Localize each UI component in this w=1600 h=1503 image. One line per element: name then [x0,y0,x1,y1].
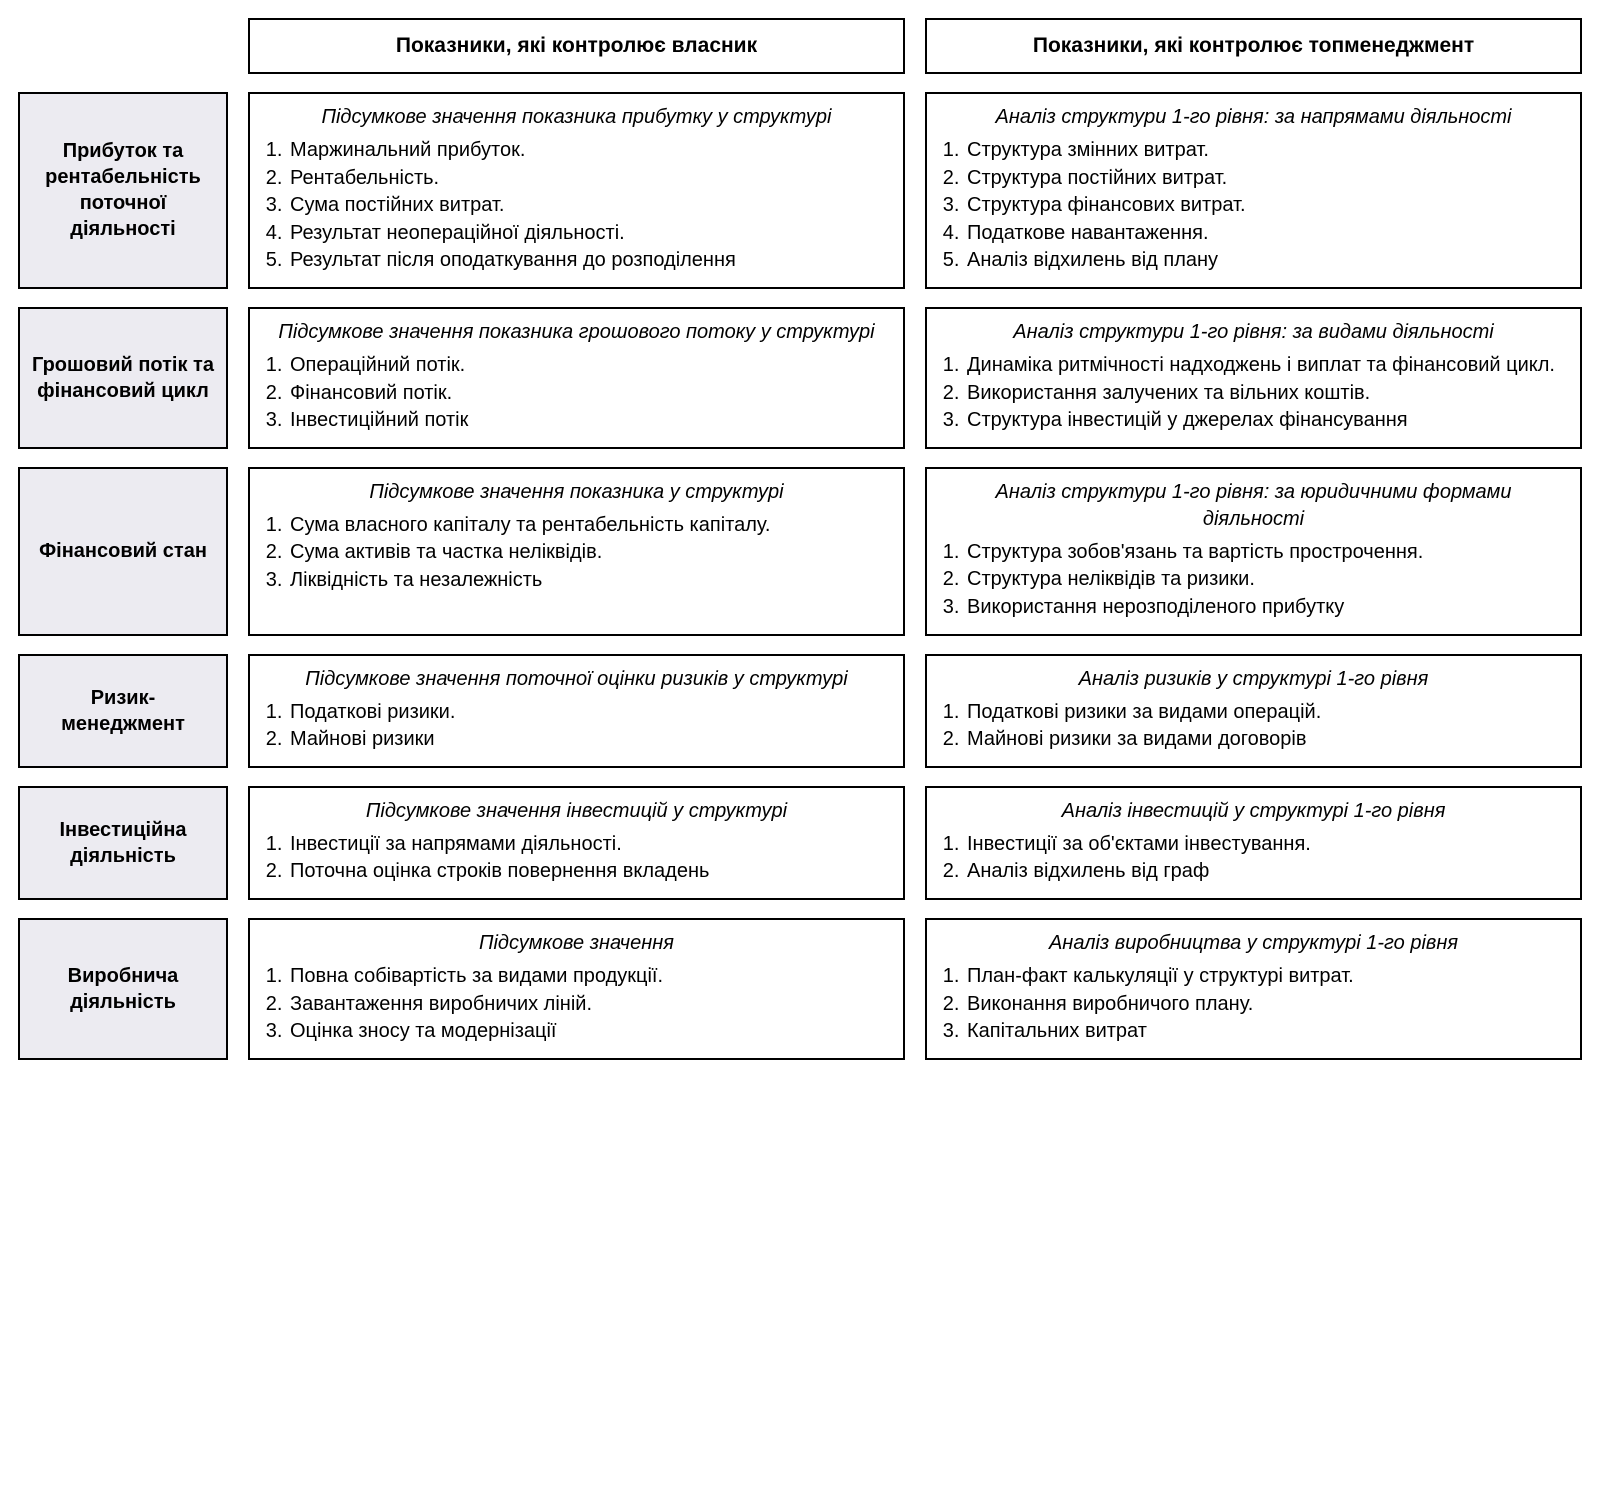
list-item: Структура змінних витрат. [965,137,1564,165]
cell-finstate-owner: Підсумкове значення показника у структур… [248,467,905,636]
subtitle-finstate-owner: Підсумкове значення показника у структур… [266,479,887,506]
list-cashflow-owner: Операційний потік.Фінансовий потік.Інвес… [266,352,887,435]
subtitle-risk-owner: Підсумкове значення поточної оцінки ризи… [266,666,887,693]
cell-cashflow-owner: Підсумкове значення показника грошового … [248,307,905,449]
col-header-topmgmt: Показники, які контролює топменеджмент [925,18,1582,74]
subtitle-finstate-topmgmt: Аналіз структури 1-го рівня: за юридични… [943,479,1564,533]
list-item: Податкові ризики за видами операцій. [965,699,1564,727]
col-header-owner: Показники, які контролює власник [248,18,905,74]
cell-profit-owner: Підсумкове значення показника прибутку у… [248,92,905,289]
list-invest-owner: Інвестиції за напрямами діяльності.Поточ… [266,831,887,886]
list-risk-owner: Податкові ризики.Майнові ризики [266,699,887,754]
list-cashflow-topmgmt: Динаміка ритмічності надходжень і виплат… [943,352,1564,435]
list-item: Динаміка ритмічності надходжень і виплат… [965,352,1564,380]
list-item: Аналіз відхилень від граф [965,858,1564,886]
subtitle-risk-topmgmt: Аналіз ризиків у структурі 1-го рівня [943,666,1564,693]
list-item: Фінансовий потік. [288,380,887,408]
row-label-invest: Інвестиційна діяльність [18,786,228,900]
list-item: Аналіз відхилень від плану [965,247,1564,275]
list-item: Сума власного капіталу та рентабельність… [288,512,887,540]
list-item: Результат неопераційної діяльності. [288,220,887,248]
list-finstate-topmgmt: Структура зобов'язань та вартість простр… [943,539,1564,622]
list-item: Поточна оцінка строків повернення вкладе… [288,858,887,886]
list-prod-topmgmt: План-факт калькуляції у структурі витрат… [943,963,1564,1046]
cell-invest-topmgmt: Аналіз інвестицій у структурі 1-го рівня… [925,786,1582,900]
list-item: Інвестиції за напрямами діяльності. [288,831,887,859]
list-item: Рентабельність. [288,165,887,193]
list-item: Використання нерозподіленого прибутку [965,594,1564,622]
subtitle-prod-owner: Підсумкове значення [266,930,887,957]
subtitle-cashflow-owner: Підсумкове значення показника грошового … [266,319,887,346]
list-item: Завантаження виробничих ліній. [288,991,887,1019]
list-item: Капітальних витрат [965,1018,1564,1046]
cell-finstate-topmgmt: Аналіз структури 1-го рівня: за юридични… [925,467,1582,636]
cell-risk-topmgmt: Аналіз ризиків у структурі 1-го рівня Под… [925,654,1582,768]
cell-profit-topmgmt: Аналіз структури 1-го рівня: за напрямам… [925,92,1582,289]
list-item: Структура зобов'язань та вартість простр… [965,539,1564,567]
list-prod-owner: Повна собівартість за видами продукції.З… [266,963,887,1046]
row-label-cashflow: Грошовий потік та фінансовий цикл [18,307,228,449]
row-label-risk: Ризик-менеджмент [18,654,228,768]
list-item: Податкове навантаження. [965,220,1564,248]
list-invest-topmgmt: Інвестиції за об'єктами інвестування.Ана… [943,831,1564,886]
indicators-grid: Показники, які контролює власник Показни… [18,18,1582,1060]
cell-prod-owner: Підсумкове значення Повна собівартість за… [248,918,905,1060]
subtitle-cashflow-topmgmt: Аналіз структури 1-го рівня: за видами д… [943,319,1564,346]
list-item: Виконання виробничого плану. [965,991,1564,1019]
list-item: Операційний потік. [288,352,887,380]
list-item: Використання залучених та вільних коштів… [965,380,1564,408]
cell-prod-topmgmt: Аналіз виробництва у структурі 1-го рівн… [925,918,1582,1060]
cell-risk-owner: Підсумкове значення поточної оцінки ризи… [248,654,905,768]
list-item: Структура неліквідів та ризики. [965,566,1564,594]
list-item: Маржинальний прибуток. [288,137,887,165]
list-item: Майнові ризики за видами договорів [965,726,1564,754]
list-profit-topmgmt: Структура змінних витрат.Структура пості… [943,137,1564,275]
list-item: Повна собівартість за видами продукції. [288,963,887,991]
list-item: Податкові ризики. [288,699,887,727]
row-label-profit: Прибуток та рентабельність поточної діял… [18,92,228,289]
list-risk-topmgmt: Податкові ризики за видами операцій.Майн… [943,699,1564,754]
list-item: Оцінка зносу та модернізації [288,1018,887,1046]
list-finstate-owner: Сума власного капіталу та рентабельність… [266,512,887,595]
list-item: Майнові ризики [288,726,887,754]
list-item: Інвестиційний потік [288,407,887,435]
list-item: Структура інвестицій у джерелах фінансув… [965,407,1564,435]
list-item: Інвестиції за об'єктами інвестування. [965,831,1564,859]
subtitle-invest-topmgmt: Аналіз інвестицій у структурі 1-го рівня [943,798,1564,825]
list-item: Структура фінансових витрат. [965,192,1564,220]
list-profit-owner: Маржинальний прибуток.Рентабельність.Сум… [266,137,887,275]
row-label-prod: Виробнича діяльність [18,918,228,1060]
subtitle-prod-topmgmt: Аналіз виробництва у структурі 1-го рівн… [943,930,1564,957]
list-item: Сума постійних витрат. [288,192,887,220]
row-label-finstate: Фінансовий стан [18,467,228,636]
list-item: Ліквідність та незалежність [288,567,887,595]
subtitle-invest-owner: Підсумкове значення інвестицій у структу… [266,798,887,825]
list-item: Сума активів та частка неліквідів. [288,539,887,567]
cell-cashflow-topmgmt: Аналіз структури 1-го рівня: за видами д… [925,307,1582,449]
grid-corner-empty [18,18,228,74]
list-item: Результат після оподаткування до розподі… [288,247,887,275]
list-item: Структура постійних витрат. [965,165,1564,193]
cell-invest-owner: Підсумкове значення інвестицій у структу… [248,786,905,900]
subtitle-profit-owner: Підсумкове значення показника прибутку у… [266,104,887,131]
subtitle-profit-topmgmt: Аналіз структури 1-го рівня: за напрямам… [943,104,1564,131]
list-item: План-факт калькуляції у структурі витрат… [965,963,1564,991]
